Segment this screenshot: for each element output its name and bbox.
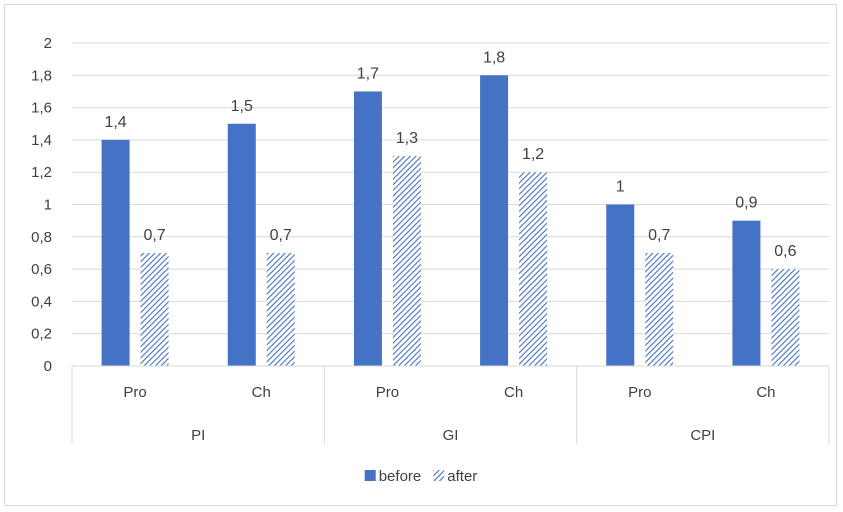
data-label-before: 1,7 [357, 65, 379, 82]
data-label-before: 1 [616, 179, 625, 196]
x-category-label: Pro [376, 384, 399, 401]
gridlines [72, 42, 829, 367]
y-tick-label: 0,8 [31, 229, 52, 246]
y-tick-label: 0,6 [31, 261, 52, 278]
y-tick-label: 0,2 [31, 326, 52, 343]
bar-before [606, 204, 635, 366]
data-label-before: 1,5 [231, 98, 253, 115]
data-label-after: 1,2 [522, 146, 544, 163]
bar-before [227, 123, 256, 366]
legend-swatch-after [433, 470, 445, 481]
x-axis: Pro Ch PI Pro Ch GI Pro Ch CPI [71, 365, 830, 444]
data-label-after: 0,7 [648, 227, 670, 244]
bar-after [140, 252, 169, 366]
x-category-label: Pro [628, 384, 651, 401]
x-group-label: PI [191, 427, 205, 444]
x-category-label: Pro [123, 384, 146, 401]
bar-after [519, 172, 548, 366]
legend-swatch-before [364, 470, 376, 481]
data-label-before: 1,8 [483, 49, 505, 66]
x-group-label: CPI [690, 427, 715, 444]
legend-item-before: before [364, 468, 422, 485]
x-group-label: GI [443, 427, 459, 444]
y-tick-label: 2 [44, 35, 52, 52]
data-label-after: 0,7 [143, 227, 165, 244]
y-tick-label: 1,6 [31, 100, 52, 117]
data-label-after: 0,7 [270, 227, 292, 244]
bar-before [101, 139, 130, 366]
bar-before [732, 220, 761, 366]
legend-label-before: before [379, 468, 422, 485]
data-label-after: 0,6 [774, 243, 796, 260]
y-tick-label: 1,4 [31, 132, 52, 149]
legend-label-after: after [447, 468, 477, 485]
bars [101, 75, 800, 367]
legend: before after [364, 468, 477, 485]
y-tick-label: 1 [44, 197, 52, 214]
y-tick-label: 1,8 [31, 67, 52, 84]
data-label-after: 1,3 [396, 130, 418, 147]
x-category-label: Ch [252, 384, 271, 401]
y-tick-label: 0 [44, 358, 52, 375]
bar-before [480, 75, 509, 367]
x-category-label: Ch [756, 384, 775, 401]
bar-after [392, 156, 421, 366]
data-label-before: 1,4 [104, 114, 126, 131]
data-label-before: 0,9 [735, 195, 757, 212]
x-category-label: Ch [504, 384, 523, 401]
data-labels: 1,4 0,7 1,5 0,7 1,7 1,3 1,8 1,2 1 0,7 0,9 0,6 [104, 49, 796, 260]
legend-item-after: after [433, 468, 477, 485]
bar-after [266, 252, 295, 366]
bar-after [645, 252, 674, 366]
bar-before [353, 91, 382, 366]
y-tick-label: 0,4 [31, 293, 52, 310]
y-axis-tick-labels: 0 0,2 0,4 0,6 0,8 1 1,2 1,4 1,6 1,8 2 [31, 35, 52, 375]
y-tick-label: 1,2 [31, 164, 52, 181]
bar-after [771, 269, 800, 366]
